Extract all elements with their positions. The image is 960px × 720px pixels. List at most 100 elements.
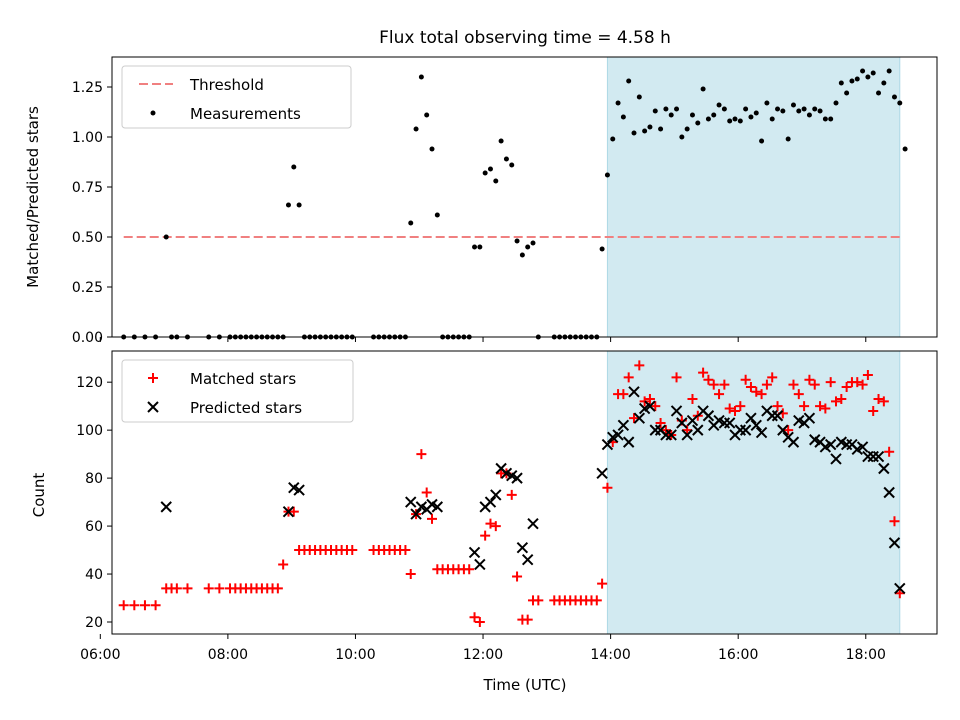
y-tick-label: 80 xyxy=(85,471,103,487)
measurement-point xyxy=(519,252,525,258)
measurement-point xyxy=(424,112,430,118)
measurement-point xyxy=(743,106,749,112)
ratio-plot-frame xyxy=(111,56,938,338)
measurement-point xyxy=(711,112,717,118)
predicted-star-point xyxy=(633,412,646,424)
measurement-point xyxy=(636,94,642,100)
y-tick-label: 100 xyxy=(76,423,103,439)
matched-star-point xyxy=(655,417,666,428)
measurement-point xyxy=(748,114,754,120)
measurement-point xyxy=(817,108,823,114)
legend-label: Matched stars xyxy=(190,370,296,388)
ratio-panel: 0.00 0.25 0.50 0.75 1.00 1.25 Matched/Predict… xyxy=(24,56,938,346)
measurement-point xyxy=(642,128,648,134)
matched-star-point xyxy=(751,386,762,397)
x-tick-label: 18:00 xyxy=(846,647,886,663)
measurement-point xyxy=(716,102,722,108)
matched-star-point xyxy=(171,583,182,594)
matched-star-point xyxy=(852,377,863,388)
predicted-star-point xyxy=(686,414,699,427)
legend-matched-swatch xyxy=(148,373,158,383)
matched-star-point xyxy=(740,374,751,385)
measurement-point xyxy=(860,68,866,74)
observing-window-shade xyxy=(606,57,901,337)
matched-star-point xyxy=(772,401,783,412)
measurement-point xyxy=(700,86,706,92)
count-plot-marks xyxy=(118,360,906,628)
predicted-star-point xyxy=(282,505,295,518)
measurement-point xyxy=(769,116,775,122)
matched-star-point xyxy=(597,578,608,589)
measurement-point xyxy=(503,156,509,162)
matched-star-point xyxy=(857,379,868,390)
matched-star-point xyxy=(512,571,523,582)
predicted-star-point xyxy=(777,424,789,436)
legend-box xyxy=(121,65,352,129)
matched-star-point xyxy=(623,372,634,383)
measurement-point xyxy=(727,118,733,124)
legend-predicted-swatch xyxy=(147,401,159,413)
matched-star-point xyxy=(884,446,895,457)
measurement-point xyxy=(881,80,887,86)
ratio-plot-marks xyxy=(121,68,908,340)
predicted-star-point xyxy=(894,582,906,595)
measurement-point xyxy=(472,244,478,250)
matched-star-point xyxy=(618,389,629,400)
measurement-point xyxy=(796,108,802,114)
measurement-point xyxy=(514,238,520,244)
matched-star-point xyxy=(522,614,533,625)
predicted-star-point xyxy=(468,546,481,559)
measurement-point xyxy=(764,100,770,106)
legend-label: Threshold xyxy=(189,76,264,94)
predicted-star-point xyxy=(474,558,486,571)
matched-star-point xyxy=(809,379,820,390)
matched-star-point xyxy=(799,401,810,412)
predicted-star-point xyxy=(612,429,624,441)
matched-star-point xyxy=(708,379,719,390)
matched-star-point xyxy=(272,583,283,594)
measurement-point xyxy=(477,244,483,250)
predicted-star-point xyxy=(670,405,683,417)
x-tick-label: 14:00 xyxy=(590,647,630,663)
measurement-point xyxy=(838,80,844,86)
measurement-point xyxy=(775,106,781,112)
predicted-star-point xyxy=(431,501,444,513)
matched-star-point xyxy=(703,374,714,385)
measurement-point xyxy=(891,94,897,100)
count-y-axis: 20 40 60 80 100 120 xyxy=(76,375,112,631)
matched-star-point xyxy=(469,612,480,623)
measurement-point xyxy=(849,78,855,84)
measurement-point xyxy=(865,74,871,80)
matched-star-point xyxy=(480,530,491,541)
matched-star-point xyxy=(788,379,799,390)
count-x-axis: 06:00 08:00 10:00 12:00 14:00 16:00 18:00 xyxy=(80,634,886,663)
matched-star-point xyxy=(533,595,544,606)
predicted-star-point xyxy=(160,501,172,513)
measurement-point xyxy=(828,116,834,122)
matched-star-point xyxy=(820,403,831,414)
predicted-star-point xyxy=(883,486,895,499)
measurement-point xyxy=(705,116,711,122)
measurement-point xyxy=(599,246,605,252)
shaded-region-fill xyxy=(607,351,900,634)
measurement-point xyxy=(737,118,743,124)
matched-star-point xyxy=(639,396,650,407)
measurement-point xyxy=(854,76,860,82)
measurement-point xyxy=(674,106,680,112)
legend-box xyxy=(121,359,354,423)
matched-star-point xyxy=(873,393,884,404)
measurement-point xyxy=(822,116,828,122)
predicted-star-point xyxy=(787,436,800,448)
matched-star-point xyxy=(894,588,905,599)
measurement-point xyxy=(870,70,876,76)
measurement-point xyxy=(753,110,759,116)
measurement-point xyxy=(493,178,499,184)
matched-star-point xyxy=(464,564,475,575)
matched-star-point xyxy=(400,545,411,556)
predicted-star-point xyxy=(745,412,757,424)
matched-star-point xyxy=(761,379,772,390)
matched-star-point xyxy=(804,374,815,385)
measurement-point xyxy=(689,112,695,118)
matched-star-point xyxy=(687,393,698,404)
